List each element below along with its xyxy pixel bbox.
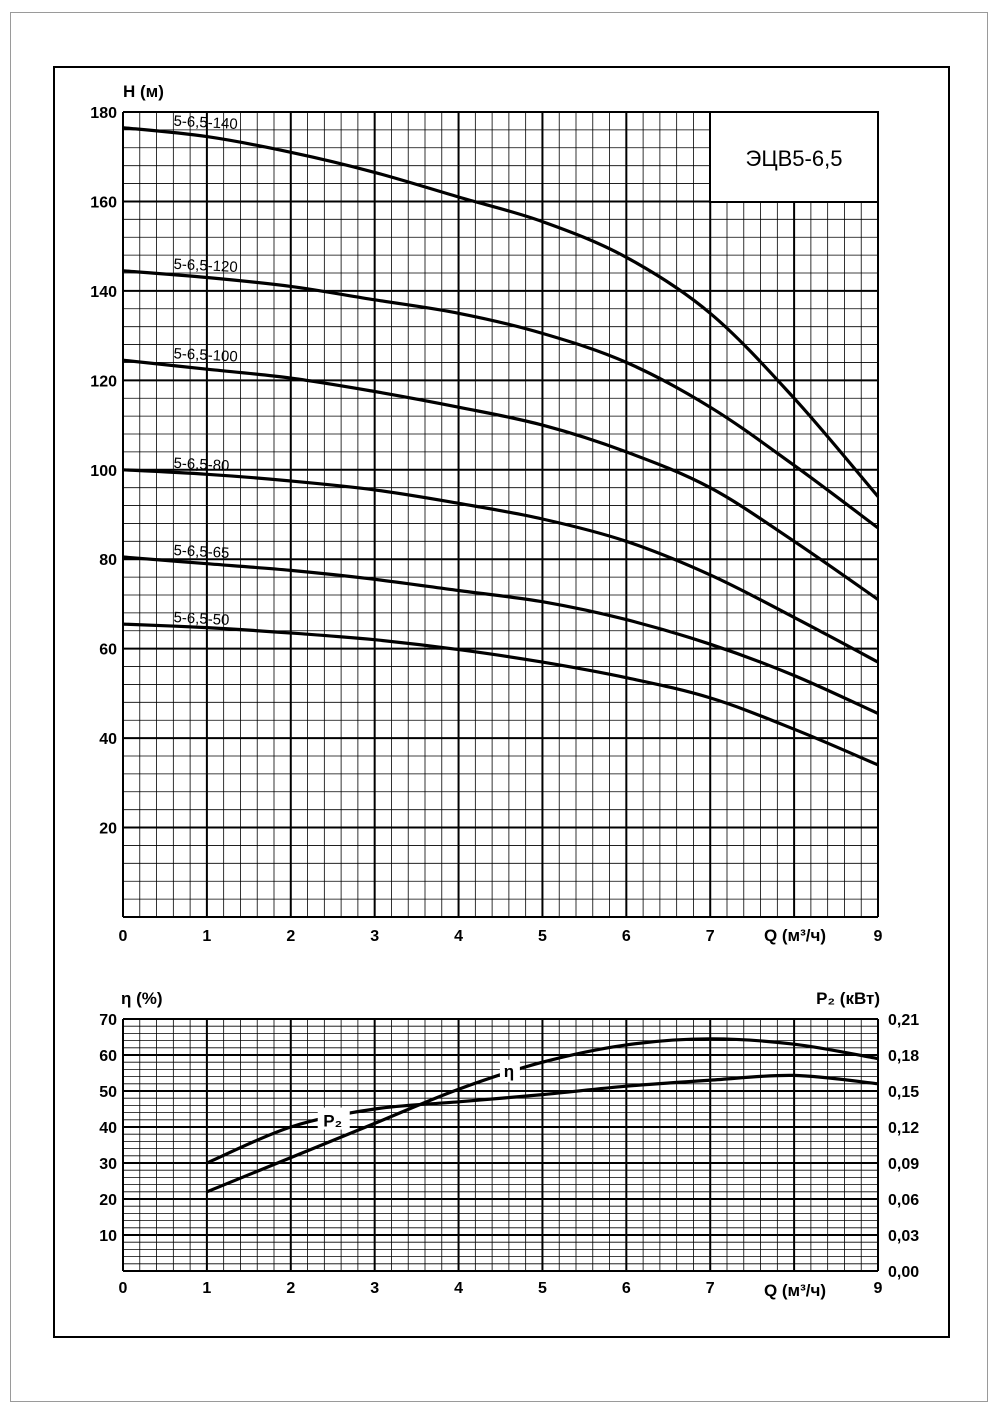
efficiency-curve-label: η [504,1062,514,1081]
curve-label: 5-6,5-80 [173,455,230,475]
chart-frame [53,66,950,1338]
y2-tick-label: 0,06 [888,1192,919,1209]
x-axis-title: Q (м³/ч) [764,1281,826,1300]
y-tick-label: 180 [90,105,117,122]
y-tick-label: 60 [99,642,117,659]
y-tick-label: 60 [99,1048,117,1065]
efficiency-label-bg [499,1059,520,1082]
y-tick-label: 140 [90,284,117,301]
curve-label: 5-6,5-120 [173,256,238,276]
y2-tick-label: 0,03 [888,1228,919,1245]
x-tick-label: 0 [119,928,128,945]
head-curve-5-6,5-140 [122,126,880,498]
x-tick-label: 5 [538,928,547,945]
efficiency-chart-labels: 102030405060700,000,030,060,090,120,150,… [99,989,919,1300]
model-title-box [709,111,879,203]
x-tick-label: 3 [370,928,379,945]
x-tick-label: 2 [286,928,295,945]
y-tick-label: 100 [90,463,117,480]
x-tick-label: 7 [706,1280,715,1297]
efficiency-power-curves [206,1037,879,1194]
curve-power [206,1073,879,1165]
curve-efficiency [206,1037,879,1194]
y2-tick-label: 0,12 [888,1120,919,1137]
x-tick-label: 4 [454,928,463,945]
x-tick-label: 6 [622,1280,631,1297]
head-curve-5-6,5-80 [122,468,879,664]
curve-label: 5-6,5-50 [173,609,230,629]
y-tick-label: 160 [90,194,117,211]
head-chart-grid [122,111,879,918]
x-axis-title: Q (м³/ч) [764,926,826,945]
y-tick-label: 40 [99,731,117,748]
y-tick-label: 80 [99,552,117,569]
y-tick-label: 50 [99,1084,117,1101]
y2-axis-title: P₂ (кВт) [816,989,880,1008]
page-border [10,12,988,1402]
head-curve-5-6,5-65 [122,555,879,715]
curve-label: 5-6,5-140 [173,113,238,133]
curve-label: 5-6,5-65 [173,542,230,562]
head-curves [122,126,880,767]
x-tick-label: 9 [874,1280,883,1297]
power-label-bg [317,1107,350,1130]
y-tick-label: 120 [90,373,117,390]
x-tick-label: 2 [286,1280,295,1297]
x-tick-label: 5 [538,1280,547,1297]
x-tick-label: 9 [874,928,883,945]
y2-tick-label: 0,21 [888,1012,919,1029]
head-chart-labels: ЭЦВ5-6,5 20 40 60 80 100 120 140 160 180 0 1 2 3 4 5 6 7 9… [90,82,882,945]
x-tick-label: 6 [622,928,631,945]
y-axis-title: H (м) [123,82,164,101]
y-tick-label: 20 [99,821,117,838]
model-title: ЭЦВ5-6,5 [746,146,843,171]
y2-tick-label: 0,18 [888,1048,919,1065]
y-tick-label: 20 [99,1192,117,1209]
curve-label: 5-6,5-100 [173,345,238,365]
y2-tick-label: 0,00 [888,1264,919,1281]
x-tick-label: 1 [202,928,211,945]
efficiency-chart-grid [122,1018,879,1272]
head-curve-5-6,5-120 [122,269,879,530]
x-tick-label: 4 [454,1280,463,1297]
y-axis-title: η (%) [121,989,163,1008]
head-curve-5-6,5-100 [122,358,879,601]
y-tick-label: 10 [99,1228,117,1245]
y2-tick-label: 0,09 [888,1156,919,1173]
y-tick-label: 40 [99,1120,117,1137]
y-tick-label: 30 [99,1156,117,1173]
head-curve-5-6,5-50 [122,622,879,767]
x-tick-label: 7 [706,928,715,945]
x-tick-label: 0 [119,1280,128,1297]
y2-tick-label: 0,15 [888,1084,919,1101]
x-tick-label: 1 [202,1280,211,1297]
power-curve-label: P₂ [323,1112,342,1131]
x-tick-label: 3 [370,1280,379,1297]
y-tick-label: 70 [99,1012,117,1029]
